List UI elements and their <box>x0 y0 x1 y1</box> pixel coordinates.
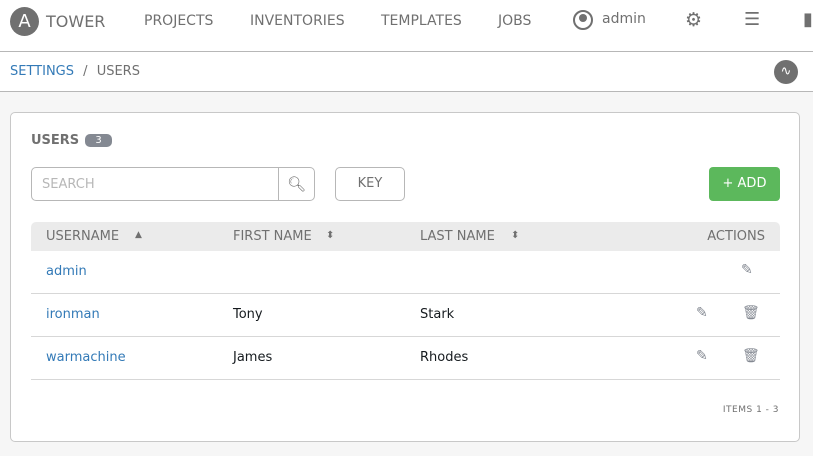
first-name: James <box>233 350 273 365</box>
top-navbar: A TOWER PROJECTS INVENTORIES TEMPLATES J… <box>0 0 813 52</box>
col-username[interactable]: USERNAME <box>46 229 120 244</box>
search-input[interactable] <box>32 168 278 200</box>
nav-templates[interactable]: TEMPLATES <box>381 13 462 29</box>
users-panel: USERS 3 🔍︎ KEY + ADD USERNAME ▲ FIRST NA… <box>10 112 800 442</box>
table-header: USERNAME ▲ FIRST NAME ⬍ LAST NAME ⬍ ACTI… <box>31 222 780 251</box>
edit-icon[interactable]: ✎ <box>696 348 708 364</box>
table-row: warmachine James Rhodes ✎ 🗑︎ <box>31 337 780 380</box>
edit-icon[interactable]: ✎ <box>741 262 753 278</box>
key-button[interactable]: KEY <box>335 167 405 201</box>
ansible-logo-icon[interactable]: A <box>10 7 39 36</box>
nav-inventories[interactable]: INVENTORIES <box>250 13 345 29</box>
last-name: Stark <box>420 307 455 322</box>
trash-icon[interactable]: 🗑︎ <box>742 348 760 364</box>
breadcrumb: SETTINGS / USERS <box>10 64 140 79</box>
nav-projects[interactable]: PROJECTS <box>144 13 214 29</box>
gear-icon[interactable]: ⚙ <box>685 9 703 31</box>
search-icon[interactable]: 🔍︎ <box>278 168 314 200</box>
trash-icon[interactable]: 🗑︎ <box>742 305 760 321</box>
last-name: Rhodes <box>420 350 469 365</box>
table-row: admin ✎ <box>31 251 780 294</box>
breadcrumb-settings[interactable]: SETTINGS <box>10 64 75 79</box>
nav-jobs[interactable]: JOBS <box>498 13 532 29</box>
edit-icon[interactable]: ✎ <box>696 305 708 321</box>
sort-icon[interactable]: ⬍ <box>511 230 520 241</box>
items-count: ITEMS 1 - 3 <box>722 405 779 415</box>
activity-stream-icon[interactable]: ∿ <box>774 60 798 84</box>
table-row: ironman Tony Stark ✎ 🗑︎ <box>31 294 780 337</box>
col-last-name[interactable]: LAST NAME <box>420 229 495 244</box>
username-link[interactable]: warmachine <box>46 350 126 365</box>
user-icon[interactable] <box>573 10 593 30</box>
nav-user[interactable]: admin <box>602 11 646 27</box>
server-icon[interactable]: ☰ <box>744 9 761 30</box>
breadcrumb-current: USERS <box>96 64 140 79</box>
breadcrumb-bar: SETTINGS / USERS ∿ <box>0 52 813 92</box>
sort-icon[interactable]: ⬍ <box>326 230 335 241</box>
username-link[interactable]: admin <box>46 264 87 279</box>
username-link[interactable]: ironman <box>46 307 100 322</box>
brand-name[interactable]: TOWER <box>46 12 106 31</box>
panel-title: USERS <box>31 133 80 148</box>
add-button[interactable]: + ADD <box>709 167 780 201</box>
count-badge: 3 <box>85 134 112 147</box>
breadcrumb-separator: / <box>83 64 88 79</box>
docs-icon[interactable]: ▮ <box>803 9 813 30</box>
first-name: Tony <box>233 307 263 322</box>
col-first-name[interactable]: FIRST NAME <box>233 229 312 244</box>
search-field: 🔍︎ <box>31 167 315 201</box>
sort-asc-icon[interactable]: ▲ <box>135 230 142 240</box>
col-actions: ACTIONS <box>707 229 765 244</box>
